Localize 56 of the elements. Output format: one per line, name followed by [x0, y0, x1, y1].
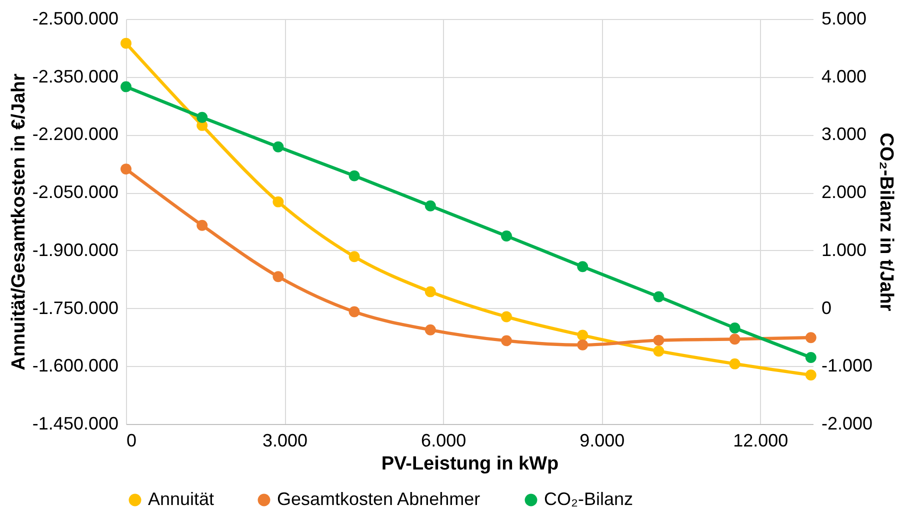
point	[424, 200, 436, 212]
x-tick-label: 0	[126, 430, 137, 450]
y2-tick-label: 4.000	[822, 66, 867, 86]
x-tick-label: 12.000	[733, 430, 788, 450]
point	[805, 370, 816, 380]
y2-tick-label: 3.000	[822, 124, 867, 144]
point	[729, 322, 740, 334]
y-tick-label: -2.350.000	[32, 66, 118, 86]
point	[653, 334, 664, 346]
point	[120, 38, 132, 49]
point	[348, 251, 360, 262]
point	[272, 141, 284, 152]
point	[577, 330, 588, 341]
point	[729, 334, 740, 345]
y-tick-label: -2.500.000	[32, 8, 118, 28]
y-tick-label: -2.050.000	[32, 182, 118, 202]
y-tick-label: -1.600.000	[32, 356, 118, 376]
point	[805, 352, 816, 363]
y2-tick-label: 2.000	[822, 182, 867, 202]
y2-tick-label: 5.000	[822, 8, 867, 28]
legend-label: Annuität	[148, 489, 214, 509]
point	[577, 261, 588, 272]
point	[424, 286, 436, 298]
legend-label: CO₂-Bilanz	[544, 489, 634, 509]
point	[577, 339, 588, 350]
point	[120, 81, 132, 92]
x-tick-label: 3.000	[262, 430, 308, 450]
y2-axis-title: CO₂-Bilanz in t/Jahr	[876, 132, 897, 312]
legend-label: Gesamtkosten Abnehmer	[277, 489, 480, 509]
y-axis-title: Annuität/Gesamtkosten in €/Jahr	[8, 73, 30, 370]
point	[196, 220, 208, 231]
point	[501, 311, 512, 322]
point	[653, 346, 664, 357]
y2-tick-label: 1.000	[822, 240, 867, 260]
y2-tick-label: -1.000	[822, 356, 873, 376]
y2-tick-label: 0	[822, 298, 832, 318]
y-tick-label: -1.750.000	[32, 298, 118, 318]
point	[805, 332, 816, 344]
x-axis-title: PV-Leistung in kWp	[381, 454, 559, 474]
point	[348, 306, 360, 318]
point	[729, 358, 740, 370]
y2-tick-label: -2.000	[822, 414, 873, 434]
point	[272, 196, 284, 208]
point	[653, 291, 664, 302]
y-tick-label: -2.200.000	[32, 124, 118, 144]
point	[120, 164, 132, 175]
point	[348, 170, 360, 182]
y-tick-label: -1.900.000	[32, 240, 118, 260]
point	[196, 112, 208, 123]
y-tick-label: -1.450.000	[32, 414, 118, 434]
x-tick-label: 9.000	[580, 430, 625, 450]
point	[501, 335, 512, 346]
point	[272, 271, 284, 282]
point	[424, 324, 436, 336]
x-tick-label: 6.000	[421, 430, 466, 450]
point	[501, 230, 512, 242]
